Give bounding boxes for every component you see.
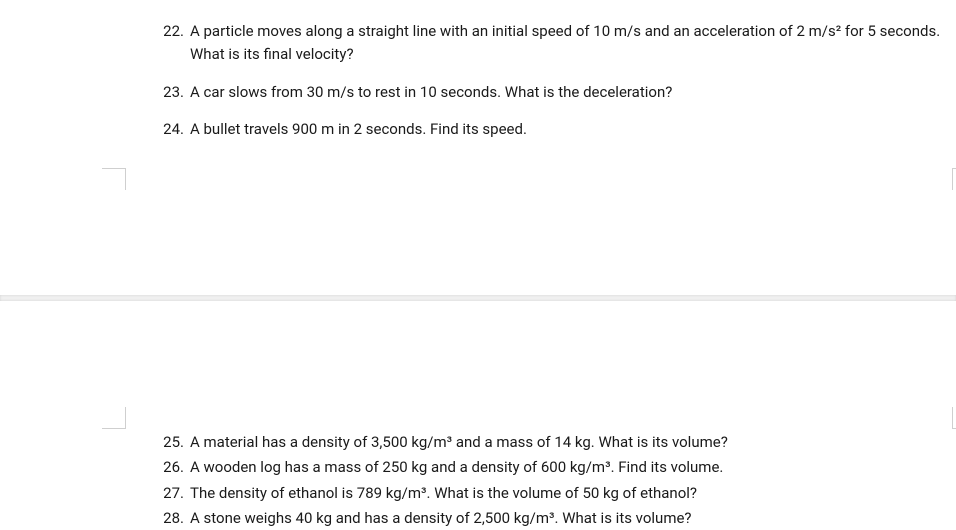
- question-number: 22.: [0, 20, 190, 43]
- crop-mark-icon: [952, 168, 956, 190]
- question-item: 22. A particle moves along a straight li…: [0, 20, 956, 67]
- question-number: 24.: [0, 118, 190, 141]
- question-item: 24. A bullet travels 900 m in 2 seconds.…: [0, 118, 956, 141]
- question-text: A car slows from 30 m/s to rest in 10 se…: [190, 81, 956, 104]
- question-number: 27.: [0, 482, 190, 505]
- question-item: 23. A car slows from 30 m/s to rest in 1…: [0, 81, 956, 104]
- question-item: 25. A material has a density of 3,500 kg…: [0, 431, 956, 454]
- crop-mark-icon: [102, 168, 126, 190]
- question-item: 28. A stone weighs 40 kg and has a densi…: [0, 507, 956, 530]
- question-item: 27. The density of ethanol is 789 kg/m³.…: [0, 482, 956, 505]
- question-text: A particle moves along a straight line w…: [190, 20, 956, 67]
- question-number: 25.: [0, 431, 190, 454]
- question-text: A bullet travels 900 m in 2 seconds. Fin…: [190, 118, 956, 141]
- page-top-fragment: 22. A particle moves along a straight li…: [0, 0, 956, 141]
- question-text: A wooden log has a mass of 250 kg and a …: [190, 456, 956, 479]
- question-item: 26. A wooden log has a mass of 250 kg an…: [0, 456, 956, 479]
- question-number: 23.: [0, 81, 190, 104]
- question-text: A stone weighs 40 kg and has a density o…: [190, 507, 956, 530]
- question-text: A material has a density of 3,500 kg/m³ …: [190, 431, 956, 454]
- question-number: 28.: [0, 507, 190, 530]
- page-bottom-fragment: 25. A material has a density of 3,500 kg…: [0, 301, 956, 530]
- question-text: The density of ethanol is 789 kg/m³. Wha…: [190, 482, 956, 505]
- question-number: 26.: [0, 456, 190, 479]
